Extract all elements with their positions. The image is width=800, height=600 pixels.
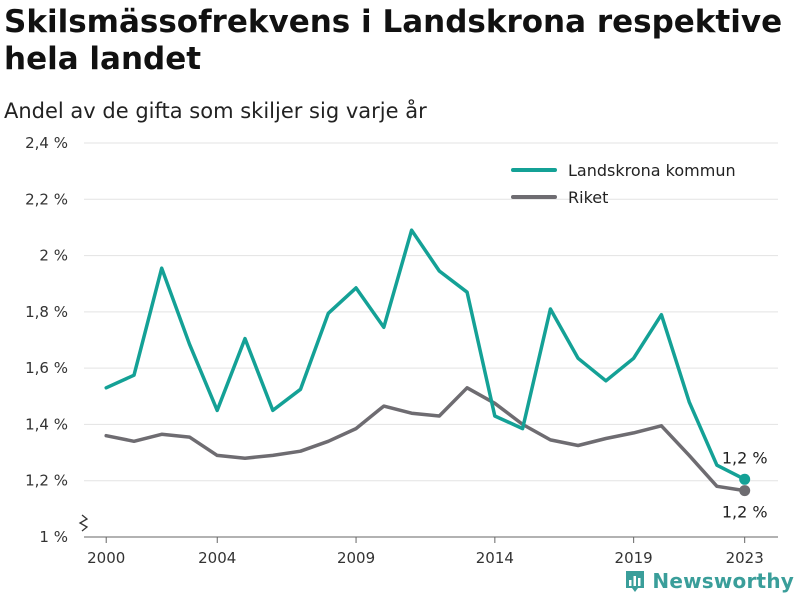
y-tick-label: 1,6 %	[25, 359, 68, 377]
axis-break-icon	[78, 514, 89, 532]
series-end-point	[739, 473, 751, 485]
legend-label: Landskrona kommun	[568, 161, 736, 180]
chart-title: Skilsmässofrekvens i Landskrona respekti…	[4, 4, 783, 77]
brand-name: Newsworthy	[652, 569, 794, 593]
y-axis: 1 % 1,2 % 1,4 % 1,6 % 1,8 % 2 % 2,2 % 2,4 %	[25, 134, 89, 546]
x-tick-label: 2019	[615, 549, 653, 567]
y-tick-label: 2,2 %	[25, 190, 68, 208]
x-tick-label: 2000	[87, 549, 125, 567]
bar-chart-icon	[626, 571, 645, 592]
y-tick-label: 1,2 %	[25, 472, 68, 490]
x-tick-label: 2009	[337, 549, 375, 567]
y-tick-label: 1 %	[39, 528, 68, 546]
y-tick-label: 1,4 %	[25, 415, 68, 433]
series-end-point	[739, 485, 751, 497]
x-tick-label: 2014	[476, 549, 514, 567]
x-tick-label: 2004	[198, 549, 236, 567]
y-tick-label: 2 %	[39, 247, 68, 265]
legend: Landskrona kommun Riket	[511, 161, 736, 207]
legend-label: Riket	[568, 188, 608, 207]
series-line-landskrona-kommun	[104, 228, 747, 482]
series-group	[104, 228, 751, 497]
x-tick-label: 2023	[726, 549, 764, 567]
gridlines	[84, 142, 778, 482]
y-tick-label: 2,4 %	[25, 134, 68, 152]
end-labels: 1,2 % 1,2 %	[722, 448, 768, 521]
end-value-label: 1,2 %	[722, 448, 768, 467]
x-axis: 2000 2004 2009 2014 2019 2023	[84, 536, 778, 567]
chart-subtitle: Andel av de gifta som skiljer sig varje …	[4, 99, 427, 123]
end-value-label: 1,2 %	[722, 503, 768, 522]
newsworthy-logo: Newsworthy	[624, 568, 794, 594]
series-line-riket	[104, 386, 747, 493]
y-tick-label: 1,8 %	[25, 303, 68, 321]
